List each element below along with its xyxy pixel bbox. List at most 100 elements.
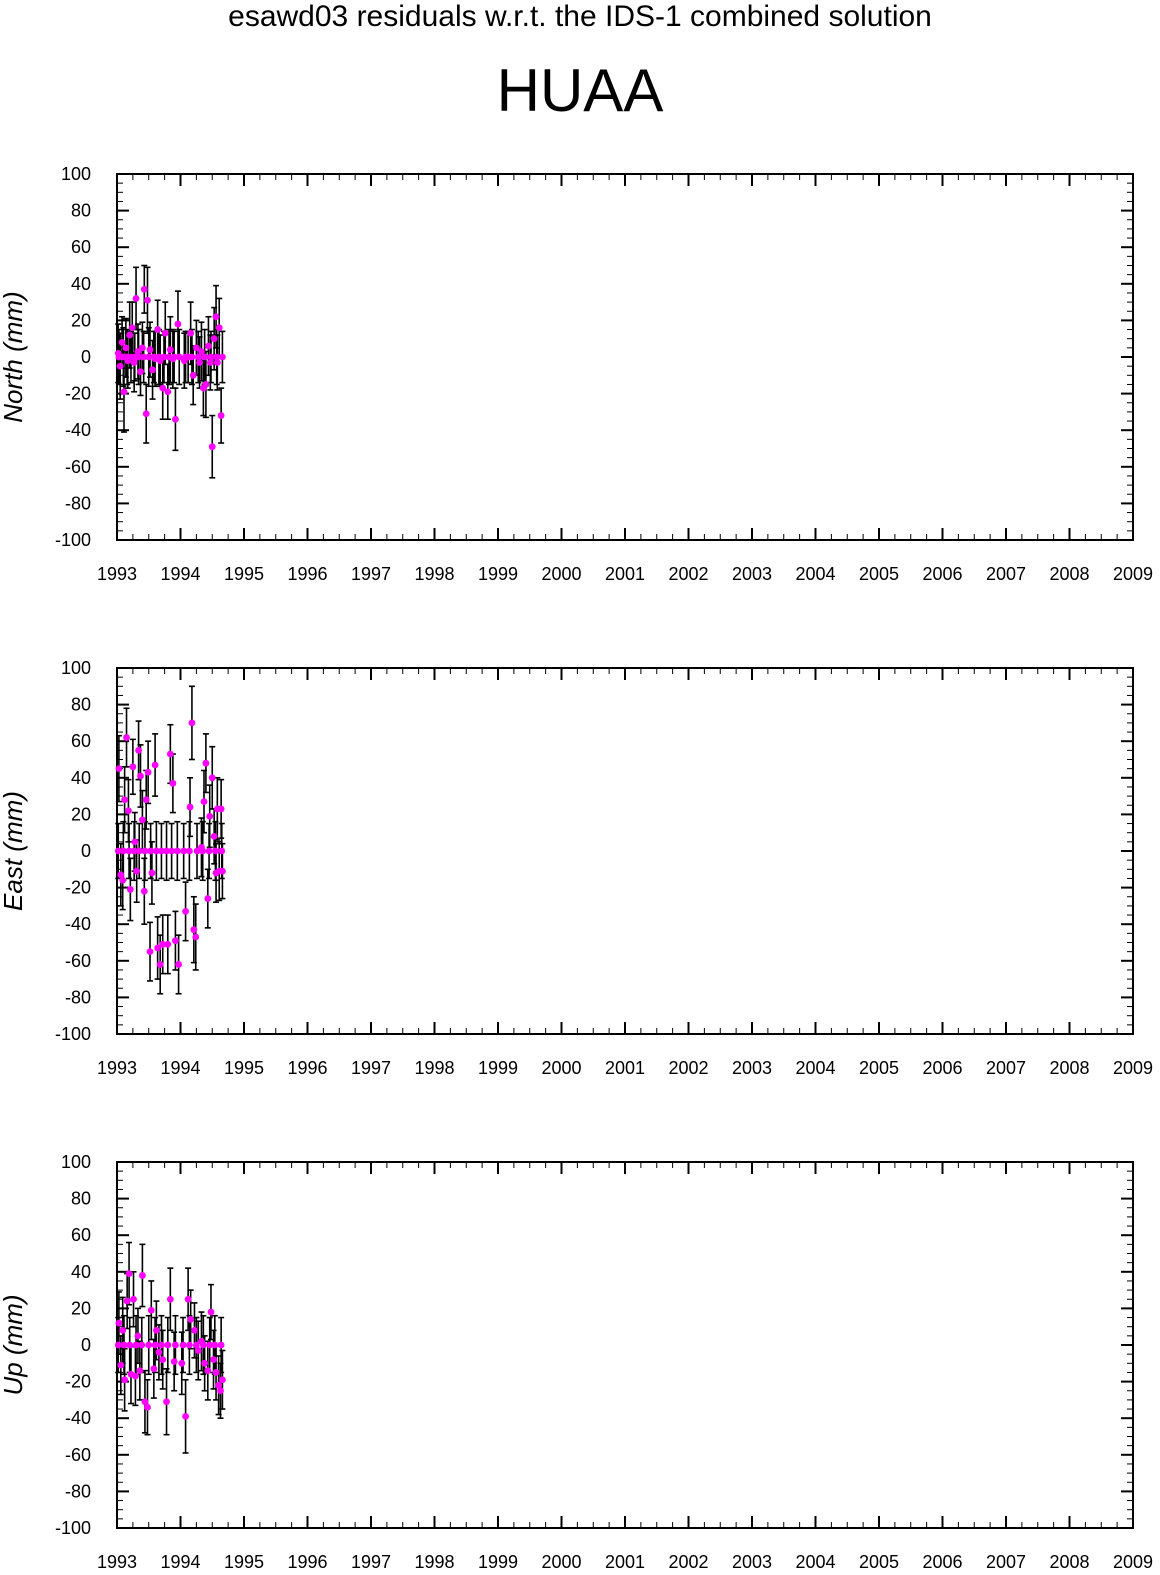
data-point <box>115 1319 123 1327</box>
x-tick-label: 2004 <box>795 1552 835 1572</box>
station-name: HUAA <box>496 57 664 124</box>
data-point <box>120 1341 128 1349</box>
x-tick-label: 2006 <box>922 564 962 584</box>
data-point <box>158 847 165 855</box>
data-point <box>179 1341 187 1349</box>
data-point <box>199 1341 207 1349</box>
data-point <box>139 344 146 352</box>
data-point <box>163 847 170 855</box>
data-point <box>172 937 179 945</box>
y-tick-label: -20 <box>65 384 91 404</box>
data-point <box>117 1361 125 1369</box>
x-tick-label: 1996 <box>287 1058 327 1078</box>
data-point <box>187 329 195 337</box>
data-point <box>218 847 226 855</box>
y-tick-label: 0 <box>81 347 91 367</box>
y-tick-label: 40 <box>71 274 91 294</box>
data-point <box>190 926 198 934</box>
data-point <box>137 368 144 376</box>
data-point <box>170 1358 178 1365</box>
x-tick-label: 1993 <box>97 564 137 584</box>
data-point <box>115 765 123 773</box>
x-tick-label: 2007 <box>986 564 1026 584</box>
y-tick-label: -40 <box>65 914 91 934</box>
data-point <box>164 1341 172 1349</box>
data-point <box>125 1270 133 1278</box>
plot-frame <box>116 173 1134 541</box>
data-point <box>152 847 160 855</box>
data-point <box>142 796 150 804</box>
data-point <box>121 796 129 804</box>
x-tick-label: 2000 <box>541 1552 581 1572</box>
data-point <box>154 944 162 952</box>
data-point <box>207 1308 215 1316</box>
data-point <box>147 847 155 855</box>
x-tick-label: 1999 <box>478 1058 518 1078</box>
y-tick-label: -20 <box>65 878 91 898</box>
data-point <box>138 1341 146 1349</box>
x-tick-label: 1995 <box>224 1552 264 1572</box>
y-tick-label: -100 <box>55 530 91 550</box>
data-point <box>191 1326 198 1334</box>
data-point <box>125 847 133 855</box>
x-tick-label: 1999 <box>478 1552 518 1572</box>
x-tick-label: 2004 <box>795 1058 835 1078</box>
data-point <box>136 1367 144 1375</box>
data-point <box>215 1381 223 1389</box>
data-point <box>217 1387 224 1395</box>
data-point <box>130 847 138 855</box>
x-tick-label: 2007 <box>986 1552 1026 1572</box>
data-point <box>217 805 225 813</box>
y-tick-label: 80 <box>71 695 91 715</box>
y-tick-label: -60 <box>65 457 91 477</box>
data-point <box>140 887 148 895</box>
data-point <box>188 719 196 727</box>
data-point <box>134 1332 142 1340</box>
x-tick-label: 2003 <box>732 564 772 584</box>
data-point <box>192 933 200 941</box>
x-tick-label: 2001 <box>605 1058 645 1078</box>
data-point <box>201 1359 209 1367</box>
x-tick-label: 1995 <box>224 564 264 584</box>
data-point <box>142 410 150 418</box>
data-point <box>170 353 178 361</box>
y-tick-label: 20 <box>71 1298 91 1318</box>
data-point <box>146 948 154 956</box>
data-point <box>212 313 220 321</box>
x-tick-label: 2000 <box>541 564 581 584</box>
y-tick-label: -80 <box>65 987 91 1007</box>
data-point <box>206 1341 214 1349</box>
y-tick-label: 60 <box>71 237 91 257</box>
x-tick-label: 2007 <box>986 1058 1026 1078</box>
data-point <box>194 1347 202 1354</box>
data-point <box>152 1326 160 1334</box>
x-tick-label: 1994 <box>160 1058 200 1078</box>
data-point <box>117 871 125 879</box>
x-tick-label: 2009 <box>1113 1552 1153 1572</box>
y-tick-label: 20 <box>71 310 91 330</box>
x-tick-label: 1993 <box>97 1058 137 1078</box>
data-point <box>166 346 174 354</box>
x-tick-label: 1994 <box>160 564 200 584</box>
data-point <box>210 1356 217 1364</box>
y-tick-label: 80 <box>71 201 91 221</box>
x-tick-label: 1997 <box>351 1058 391 1078</box>
y-tick-label: 100 <box>61 658 91 678</box>
data-point <box>114 847 122 855</box>
x-tick-label: 2006 <box>922 1552 962 1572</box>
y-tick-label: -60 <box>65 951 91 971</box>
data-point <box>128 324 136 332</box>
x-tick-label: 2001 <box>605 1552 645 1572</box>
data-point <box>132 1341 140 1349</box>
data-point <box>213 359 221 366</box>
data-point <box>166 750 174 758</box>
plot-frame <box>116 1161 1134 1529</box>
data-point <box>119 876 127 884</box>
data-point <box>219 1376 226 1384</box>
x-tick-label: 2008 <box>1049 564 1089 584</box>
data-point <box>200 798 208 805</box>
data-point <box>182 1412 189 1420</box>
y-tick-label: 40 <box>71 1262 91 1282</box>
data-point <box>148 869 156 877</box>
data-point <box>155 1348 163 1356</box>
